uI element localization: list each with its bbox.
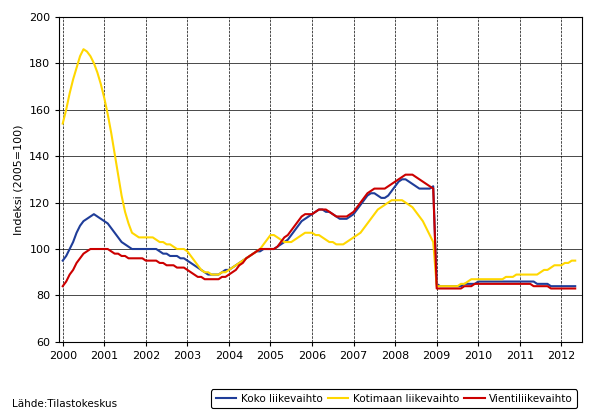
Kotimaan liikevaihto — [184, 249, 191, 254]
Legend: Koko liikevaihto, Kotimaan liikevaihto, Vientiliikevaihto: Koko liikevaihto, Kotimaan liikevaihto, … — [211, 389, 577, 408]
Text: Lähde:Tilastokeskus: Lähde:Tilastokeskus — [12, 399, 117, 409]
Kotimaan liikevaihto — [128, 230, 135, 235]
Vientiliikevaihto — [149, 258, 156, 263]
Koko liikevaihto — [59, 258, 67, 263]
Vientiliikevaihto — [125, 256, 132, 261]
Line: Vientiliikevaihto: Vientiliikevaihto — [63, 175, 575, 289]
Koko liikevaihto — [395, 179, 402, 184]
Kotimaan liikevaihto — [433, 284, 440, 289]
Koko liikevaihto — [125, 244, 132, 249]
Vientiliikevaihto — [402, 172, 409, 177]
Vientiliikevaihto — [181, 265, 188, 270]
Koko liikevaihto — [571, 284, 579, 289]
Vientiliikevaihto — [395, 177, 402, 182]
Vientiliikevaihto — [571, 286, 579, 291]
Kotimaan liikevaihto — [571, 258, 579, 263]
Line: Kotimaan liikevaihto: Kotimaan liikevaihto — [63, 49, 575, 286]
Vientiliikevaihto — [433, 286, 440, 291]
Y-axis label: Indeksi (2005=100): Indeksi (2005=100) — [14, 124, 24, 234]
Kotimaan liikevaihto — [80, 47, 87, 52]
Koko liikevaihto — [285, 237, 292, 242]
Koko liikevaihto — [184, 258, 191, 263]
Kotimaan liikevaihto — [59, 121, 67, 126]
Koko liikevaihto — [149, 246, 156, 251]
Vientiliikevaihto — [59, 284, 67, 289]
Koko liikevaihto — [399, 177, 406, 182]
Kotimaan liikevaihto — [399, 198, 406, 203]
Vientiliikevaihto — [285, 233, 292, 238]
Kotimaan liikevaihto — [187, 254, 194, 259]
Kotimaan liikevaihto — [153, 237, 160, 242]
Vientiliikevaihto — [184, 267, 191, 272]
Koko liikevaihto — [437, 284, 444, 289]
Koko liikevaihto — [181, 256, 188, 261]
Line: Koko liikevaihto: Koko liikevaihto — [63, 179, 575, 286]
Kotimaan liikevaihto — [287, 239, 295, 244]
